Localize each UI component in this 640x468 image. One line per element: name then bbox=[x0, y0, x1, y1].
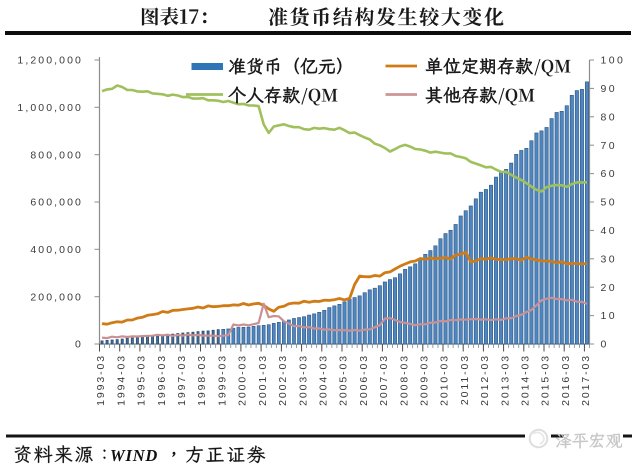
svg-text:1997-03: 1997-03 bbox=[176, 354, 188, 406]
svg-text:1,000,000: 1,000,000 bbox=[17, 102, 83, 114]
svg-text:0: 0 bbox=[601, 339, 609, 351]
svg-text:2015-03: 2015-03 bbox=[540, 354, 552, 406]
svg-text:1996-03: 1996-03 bbox=[156, 354, 168, 406]
svg-text:2008-03: 2008-03 bbox=[398, 354, 410, 406]
svg-text:2005-03: 2005-03 bbox=[338, 354, 350, 406]
svg-text:200,000: 200,000 bbox=[30, 291, 83, 303]
svg-text:40: 40 bbox=[601, 225, 617, 237]
svg-text:1995-03: 1995-03 bbox=[136, 354, 148, 406]
svg-text:2004-03: 2004-03 bbox=[318, 354, 330, 406]
svg-text:30: 30 bbox=[601, 253, 617, 265]
svg-text:10: 10 bbox=[601, 310, 617, 322]
svg-text:600,000: 600,000 bbox=[30, 197, 83, 209]
svg-text:2013-03: 2013-03 bbox=[499, 354, 511, 406]
svg-text:1998-03: 1998-03 bbox=[196, 354, 208, 406]
svg-text:50: 50 bbox=[601, 197, 617, 209]
svg-text:2012-03: 2012-03 bbox=[479, 354, 491, 406]
svg-text:2017-03: 2017-03 bbox=[580, 354, 592, 406]
svg-text:2002-03: 2002-03 bbox=[277, 354, 289, 406]
svg-text:2009-03: 2009-03 bbox=[419, 354, 431, 406]
svg-text:2007-03: 2007-03 bbox=[378, 354, 390, 406]
svg-text:400,000: 400,000 bbox=[30, 244, 83, 256]
svg-text:1,200,000: 1,200,000 bbox=[17, 55, 83, 67]
svg-text:20: 20 bbox=[601, 282, 617, 294]
svg-text:2000-03: 2000-03 bbox=[237, 354, 249, 406]
svg-text:1994-03: 1994-03 bbox=[115, 354, 127, 406]
svg-text:1993-03: 1993-03 bbox=[95, 354, 107, 406]
svg-text:2014-03: 2014-03 bbox=[520, 354, 532, 406]
svg-text:2006-03: 2006-03 bbox=[358, 354, 370, 406]
svg-text:0: 0 bbox=[75, 339, 83, 351]
svg-text:2010-03: 2010-03 bbox=[439, 354, 451, 406]
svg-text:70: 70 bbox=[601, 140, 617, 152]
svg-text:WIND: WIND bbox=[110, 446, 158, 465]
svg-text:90: 90 bbox=[601, 83, 617, 95]
svg-text:800,000: 800,000 bbox=[30, 149, 83, 161]
svg-text:1999-03: 1999-03 bbox=[216, 354, 228, 406]
svg-text:100: 100 bbox=[601, 55, 626, 67]
svg-text:2011-03: 2011-03 bbox=[459, 354, 471, 405]
svg-text:60: 60 bbox=[601, 168, 617, 180]
svg-text:2016-03: 2016-03 bbox=[560, 354, 572, 406]
svg-text:2003-03: 2003-03 bbox=[297, 354, 309, 406]
svg-text:80: 80 bbox=[601, 111, 617, 123]
svg-text:2001-03: 2001-03 bbox=[257, 354, 269, 406]
